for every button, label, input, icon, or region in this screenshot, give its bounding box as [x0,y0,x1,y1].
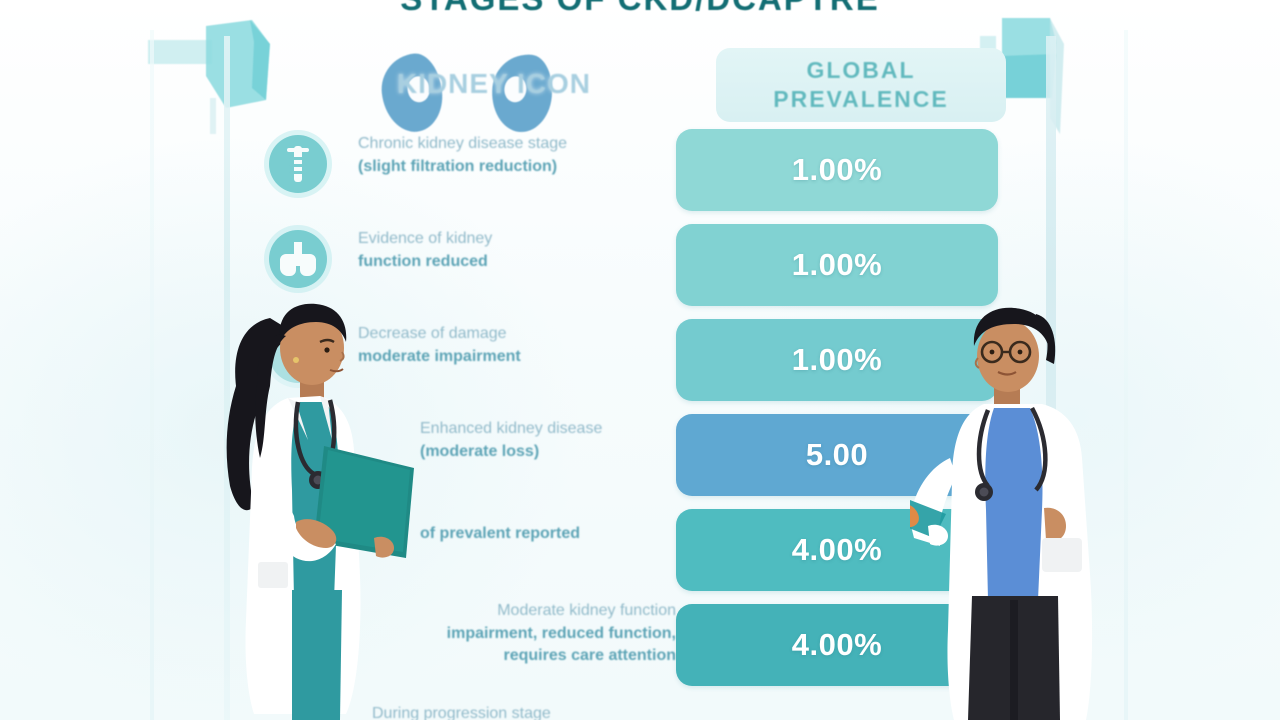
female-doctor-illustration [196,290,426,720]
page-title: STAGES OF CKD/DCAPTRE [0,0,1280,18]
table-row: Evidence of kidney function reduced 1.00… [0,218,1280,313]
row-label-line1: Decrease of damage [358,325,507,342]
prevalence-value: 1.00% [791,152,883,187]
row-label-line2: (slight filtration reduction) [358,157,558,175]
row-label-line1: Evidence of kidney [358,230,493,247]
prevalence-value: 4.00% [791,532,883,567]
row-label-line2: (moderate loss) [420,442,540,460]
table-row: Moderate kidney function impairment, red… [0,598,1280,693]
row-label: Decrease of damage moderate impairment [358,323,676,368]
row-label: Evidence of kidney function reduced [358,228,676,273]
row-label-line1: of prevalent reported [420,525,581,542]
row-label: Moderate kidney function impairment, red… [378,600,676,668]
row-label-line1: Chronic kidney disease stage [358,135,568,152]
row-label-line1: During progression stage [372,705,551,720]
decorative-shape-top-left [148,20,270,134]
spine-icon [269,135,327,193]
header-left-label: KIDNEY ICON [396,68,592,99]
header-right: GLOBAL PREVALENCE [716,48,1006,122]
divider-bar-left [224,36,230,720]
table-row: of prevalent reported 4.00% [0,503,1280,598]
prevalence-value: 4.00% [791,627,883,662]
male-doctor-illustration [910,300,1125,720]
row-label-line2: impairment, reduced function, [446,624,676,642]
rows-container: Chronic kidney disease stage (slight fil… [0,123,1280,720]
prevalence-pill: 1.00% [676,319,998,401]
table-row: Chronic kidney disease stage (slight fil… [0,123,1280,218]
row-label: of prevalent reported [420,523,676,546]
prevalence-value: 1.00% [791,342,883,377]
prevalence-pill: 1.00% [676,224,998,306]
row-label-line3: requires care attention [503,647,677,665]
header-left: KIDNEY ICON [344,48,644,135]
divider-bar-right [1046,36,1056,720]
row-label-line2: moderate impairment [358,347,521,365]
row-label-line1: Enhanced kidney disease [420,420,603,437]
frame-edge-left [150,30,154,720]
row-label-line1: Moderate kidney function [497,602,676,619]
prevalence-pill: 1.00% [676,129,998,211]
row-label: Enhanced kidney disease (moderate loss) [420,418,676,463]
table-row: During progression stage 5.30% [0,693,1280,720]
row-label: During progression stage [372,703,676,720]
frame-edge-right [1124,30,1128,720]
prevalence-value: 1.00% [791,247,883,282]
header-right-line1: GLOBAL [806,57,916,83]
prevalence-pill: 4.00% [676,509,998,591]
row-label: Chronic kidney disease stage (slight fil… [358,133,676,178]
row-label-line2: function reduced [358,252,488,270]
header-right-line2: PREVALENCE [773,86,949,112]
prevalence-pill: 4.00% [676,604,998,686]
pelvis-icon [269,230,327,288]
prevalence-value: 5.00 [805,437,869,472]
